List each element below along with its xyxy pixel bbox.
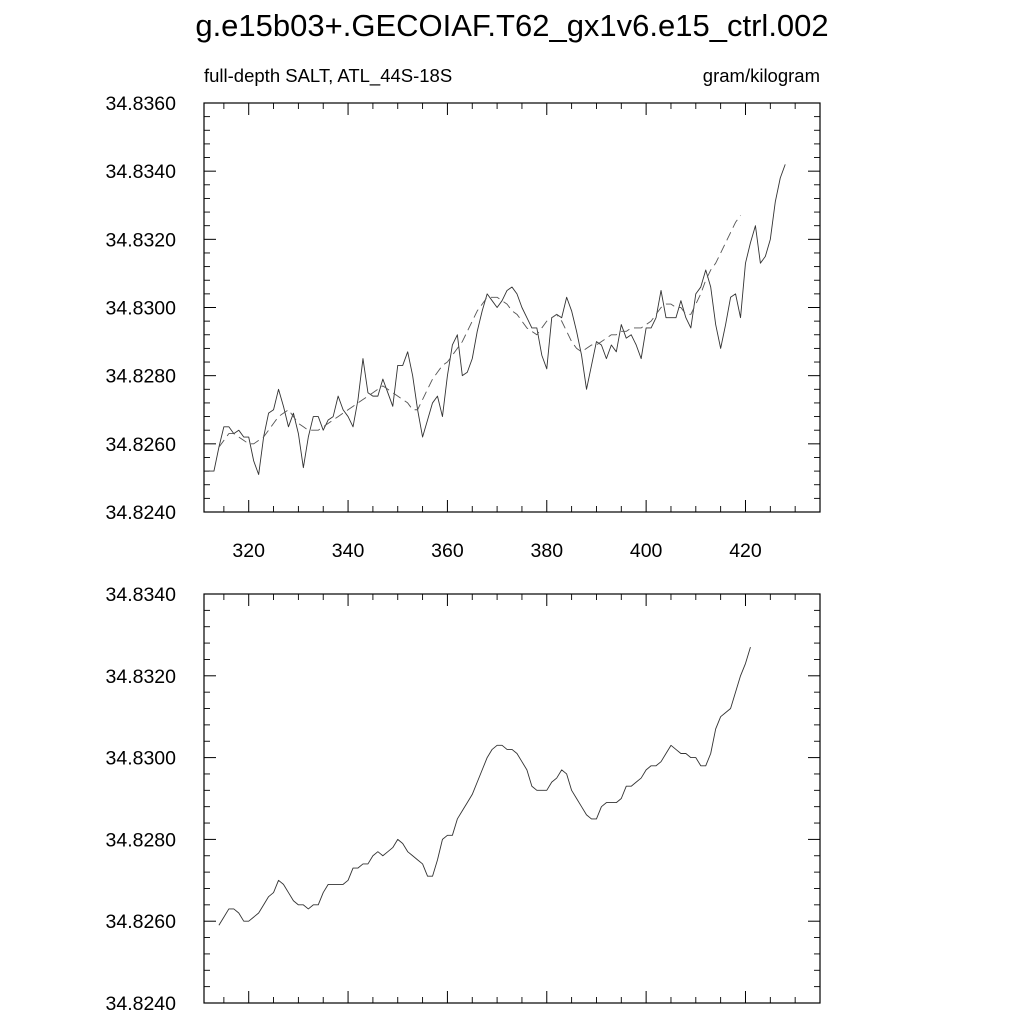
chart-title: g.e15b03+.GECOIAF.T62_gx1v6.e15_ctrl.002 bbox=[195, 8, 829, 43]
top-series-annual bbox=[208, 164, 786, 475]
bottom-y-tick-label: 34.8320 bbox=[106, 666, 177, 688]
top-panel-right-subtitle: gram/kilogram bbox=[703, 65, 820, 86]
bottom-y-tick-label: 34.8300 bbox=[106, 748, 177, 770]
top-x-tick-label: 380 bbox=[531, 540, 564, 562]
top-plot-frame bbox=[203, 102, 821, 513]
bottom-y-tick-label: 34.8260 bbox=[106, 911, 177, 933]
top-y-tick-label: 34.8300 bbox=[106, 298, 177, 320]
bottom-panel: 34.8240 34.8260 34.8280 34.8300 34.8320 34.83… bbox=[106, 584, 821, 1015]
top-x-tick-label: 340 bbox=[332, 540, 365, 562]
top-x-tick-label: 320 bbox=[232, 540, 265, 562]
top-y-tick-label: 34.8280 bbox=[106, 366, 177, 388]
top-y-tick-label: 34.8260 bbox=[106, 434, 177, 456]
top-y-tick-label: 34.8240 bbox=[106, 502, 177, 524]
bottom-y-tick-label: 34.8340 bbox=[106, 584, 177, 606]
top-series-running-mean bbox=[218, 215, 741, 448]
top-x-tick-label: 360 bbox=[431, 540, 464, 562]
bottom-plot-frame bbox=[203, 593, 821, 1004]
top-panel-left-subtitle: full-depth SALT, ATL_44S-18S bbox=[204, 65, 452, 87]
top-x-tick-label: 400 bbox=[630, 540, 663, 562]
top-y-tick-label: 34.8360 bbox=[106, 93, 177, 115]
top-x-tick-label: 420 bbox=[729, 540, 762, 562]
bottom-series-running-mean bbox=[218, 647, 751, 926]
bottom-y-tick-label: 34.8240 bbox=[106, 993, 177, 1015]
bottom-y-tick-label: 34.8280 bbox=[106, 829, 177, 851]
top-y-tick-label: 34.8320 bbox=[106, 229, 177, 251]
top-y-tick-label: 34.8340 bbox=[106, 161, 177, 183]
top-panel: 34.8240 34.8260 34.8280 34.8300 34.8320 34.83… bbox=[106, 93, 821, 562]
